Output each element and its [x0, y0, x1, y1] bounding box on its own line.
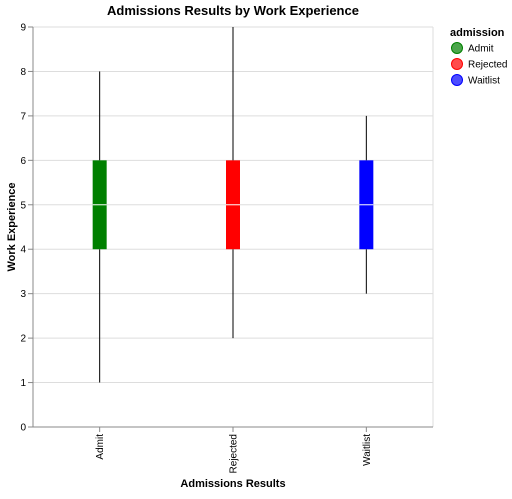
y-tick-label: 2: [20, 334, 26, 345]
y-tick-label: 8: [20, 67, 26, 78]
legend-title: admission: [450, 27, 505, 39]
legend-label: Waitlist: [468, 76, 500, 87]
legend-symbol: [451, 58, 463, 70]
y-tick-label: 3: [20, 289, 26, 300]
axes: 0 1 2 3 4 5 6 7 8 9 Admit Rejected Waitlist: [20, 23, 433, 473]
y-tick-label: 4: [20, 245, 26, 256]
y-tick-label: 5: [20, 200, 26, 211]
legend-symbol: [451, 42, 463, 54]
y-tick-label: 0: [20, 423, 26, 434]
legend: admission Admit Rejected Waitlist: [450, 27, 507, 87]
chart-title: Admissions Results by Work Experience: [107, 3, 359, 18]
x-axis-title: Admissions Results: [180, 478, 285, 490]
box-marks: [92, 27, 374, 383]
y-tick-label: 9: [20, 23, 26, 34]
y-tick-label: 7: [20, 111, 26, 122]
legend-label: Rejected: [468, 60, 507, 71]
y-tick-label: 6: [20, 156, 26, 167]
legend-symbol: [451, 74, 463, 86]
legend-label: Admit: [468, 44, 494, 55]
x-tick-label: Waitlist: [362, 434, 373, 466]
x-tick-label: Rejected: [229, 434, 240, 473]
x-tick-label: Admit: [95, 434, 106, 460]
y-axis-title: Work Experience: [6, 182, 18, 271]
y-tick-label: 1: [20, 378, 26, 389]
